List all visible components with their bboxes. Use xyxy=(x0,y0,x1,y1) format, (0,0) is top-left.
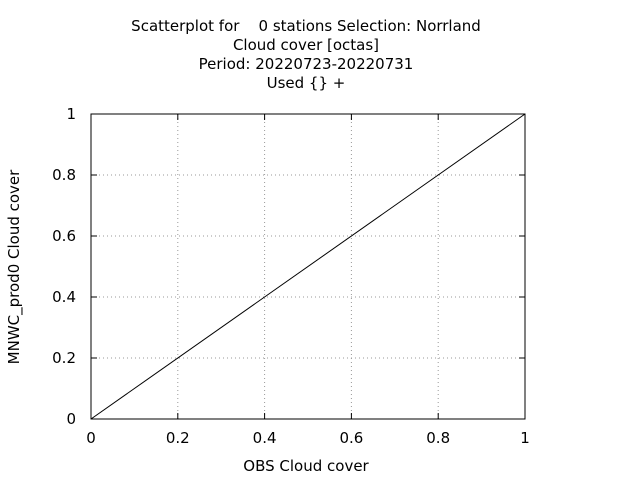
grid-lines xyxy=(91,114,525,419)
x-tick-label: 0.4 xyxy=(253,429,277,447)
y-tick-label: 0 xyxy=(66,410,76,428)
y-tick-label: 0.2 xyxy=(52,349,76,367)
y-tick-label: 0.6 xyxy=(52,227,76,245)
chart-title-line-4: Used {} + xyxy=(266,74,346,92)
x-tick-label: 0.6 xyxy=(339,429,363,447)
diagonal-reference-line xyxy=(90,113,526,420)
chart-title-line-1: Scatterplot for 0 stations Selection: No… xyxy=(131,17,481,35)
x-tick-label: 0.8 xyxy=(426,429,450,447)
x-tick-labels: 0 0.2 0.4 0.6 0.8 1 xyxy=(86,429,530,447)
y-tick-label: 1 xyxy=(66,105,76,123)
y-tick-label: 0.8 xyxy=(52,166,76,184)
x-axis-label: OBS Cloud cover xyxy=(243,457,369,475)
chart-title-line-2: Cloud cover [octas] xyxy=(232,36,380,54)
y-axis-label: MNWC_prod0 Cloud cover xyxy=(5,169,24,364)
plot-frame xyxy=(90,113,526,420)
y-tick-label: 0.4 xyxy=(52,288,76,306)
x-tick-label: 0 xyxy=(86,429,96,447)
chart-title-line-3: Period: 20220723-20220731 xyxy=(198,55,414,73)
x-tick-label: 1 xyxy=(520,429,530,447)
y-tick-labels: 0 0.2 0.4 0.6 0.8 1 xyxy=(52,105,76,428)
x-tick-label: 0.2 xyxy=(166,429,190,447)
axis-ticks xyxy=(90,113,526,420)
